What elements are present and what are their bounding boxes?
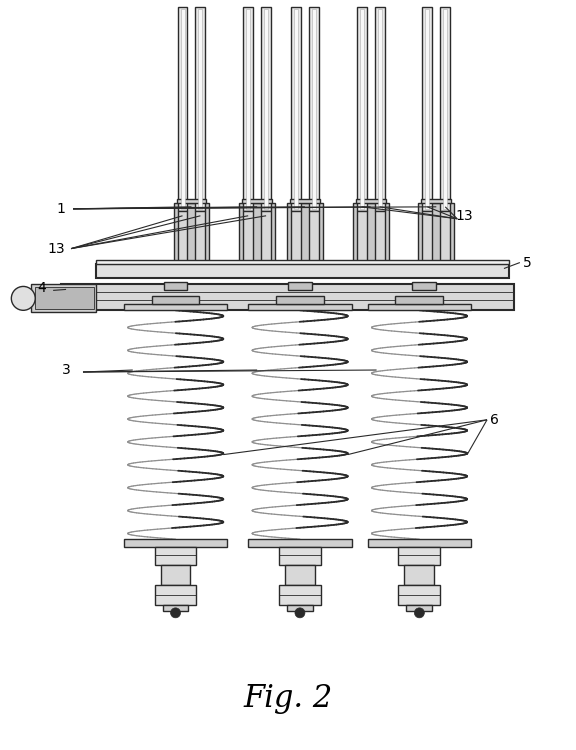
Circle shape	[12, 286, 35, 310]
Bar	[412, 283, 436, 290]
Bar	[290, 199, 320, 202]
Bar	[287, 605, 313, 610]
Bar	[242, 199, 272, 202]
Bar	[422, 7, 433, 211]
Bar	[177, 7, 187, 211]
Bar	[154, 585, 196, 605]
Bar	[288, 283, 312, 290]
Bar	[261, 211, 271, 263]
Bar	[279, 585, 321, 605]
Bar	[195, 7, 206, 211]
Text: Fig. 2: Fig. 2	[244, 683, 332, 714]
Bar	[294, 9, 298, 208]
Text: 6: 6	[490, 413, 498, 427]
Text: 4: 4	[37, 281, 46, 296]
Bar	[404, 565, 434, 585]
Circle shape	[295, 608, 305, 618]
Bar	[285, 565, 315, 585]
Bar	[151, 296, 199, 304]
Text: 13: 13	[456, 209, 473, 223]
Bar	[195, 211, 206, 263]
Text: 3: 3	[62, 363, 70, 377]
Bar	[440, 211, 450, 263]
Bar	[248, 539, 352, 548]
Bar	[246, 9, 250, 208]
Bar	[243, 7, 253, 211]
Bar	[180, 9, 184, 208]
Bar	[374, 211, 385, 263]
Bar	[357, 7, 366, 211]
Bar	[61, 284, 514, 310]
Bar	[407, 605, 433, 610]
Bar	[367, 304, 471, 310]
Bar	[176, 199, 206, 202]
Bar	[422, 199, 451, 202]
Bar	[239, 202, 275, 266]
Bar	[367, 539, 471, 548]
Bar	[276, 296, 324, 304]
Bar	[279, 548, 321, 565]
Bar	[124, 539, 228, 548]
Bar	[177, 211, 187, 263]
Bar	[291, 7, 301, 211]
Bar	[309, 7, 319, 211]
Text: 1: 1	[56, 202, 66, 216]
Bar	[312, 9, 316, 208]
Bar	[291, 211, 301, 263]
Bar	[374, 7, 385, 211]
Bar	[248, 304, 352, 310]
Bar	[355, 199, 385, 202]
Bar	[154, 548, 196, 565]
Bar	[287, 202, 323, 266]
Bar	[418, 202, 454, 266]
Bar	[377, 9, 381, 208]
Bar	[164, 283, 187, 290]
Bar	[261, 7, 271, 211]
Bar	[35, 287, 94, 309]
Text: 13: 13	[47, 242, 65, 256]
Bar	[31, 284, 96, 312]
Circle shape	[414, 608, 425, 618]
Bar	[162, 605, 188, 610]
Bar	[357, 211, 366, 263]
Bar	[359, 9, 363, 208]
Bar	[243, 211, 253, 263]
Bar	[440, 7, 450, 211]
Bar	[173, 202, 210, 266]
Bar	[199, 9, 202, 208]
Bar	[399, 585, 440, 605]
Bar	[422, 211, 433, 263]
Bar	[96, 260, 509, 263]
Bar	[96, 263, 509, 278]
Text: 5: 5	[522, 256, 531, 269]
Bar	[353, 202, 389, 266]
Bar	[399, 548, 440, 565]
Circle shape	[170, 608, 180, 618]
Bar	[444, 9, 447, 208]
Bar	[264, 9, 268, 208]
Bar	[124, 304, 228, 310]
Bar	[161, 565, 191, 585]
Bar	[425, 9, 429, 208]
Bar	[309, 211, 319, 263]
Bar	[396, 296, 444, 304]
